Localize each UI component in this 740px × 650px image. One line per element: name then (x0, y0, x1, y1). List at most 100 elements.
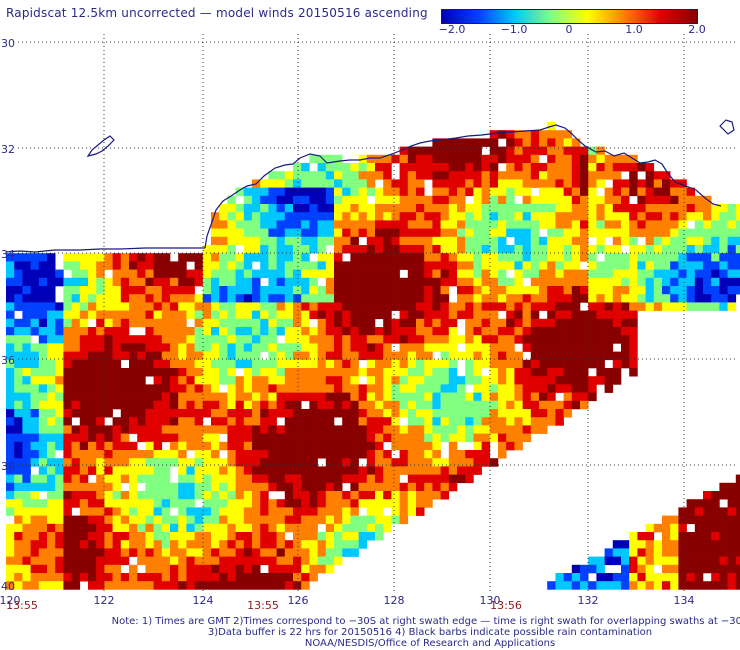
wind-cell (506, 204, 515, 213)
wind-cell (55, 351, 64, 361)
wind-cell (276, 327, 286, 336)
wind-cell (424, 376, 433, 385)
wind-cell (161, 573, 171, 582)
wind-cell (317, 327, 327, 336)
wind-cell (120, 474, 130, 484)
wind-cell (662, 523, 671, 533)
wind-cell (211, 384, 220, 393)
wind-cell (55, 400, 64, 410)
wind-cell (14, 482, 23, 492)
wind-cell (317, 384, 327, 393)
wind-cell (202, 532, 212, 541)
wind-cell (407, 245, 417, 254)
wind-cell (317, 556, 327, 566)
wind-cell (580, 359, 589, 369)
wind-cell (383, 466, 392, 475)
wind-cell (703, 294, 712, 303)
wind-cell (317, 343, 327, 352)
wind-cell (284, 294, 294, 303)
wind-cell (530, 220, 540, 229)
wind-cell (317, 532, 327, 541)
wind-cell (375, 532, 384, 541)
wind-cell (407, 310, 417, 320)
wind-cell (473, 466, 482, 475)
wind-cell (120, 409, 130, 418)
wind-cell (506, 400, 515, 410)
wind-cell (301, 474, 310, 484)
wind-cell (71, 384, 81, 393)
wind-cell (120, 327, 130, 336)
wind-cell (243, 540, 253, 549)
wind-cell (202, 564, 212, 574)
wind-cell (202, 277, 212, 287)
wind-cell (219, 294, 228, 303)
wind-cell (514, 368, 523, 377)
wind-cell (629, 236, 638, 246)
wind-cell (252, 236, 261, 246)
wind-cell (301, 310, 310, 320)
wind-cell (104, 368, 113, 377)
wind-cell (301, 269, 310, 279)
wind-cell (252, 581, 261, 590)
wind-cell (235, 556, 245, 566)
wind-cell (268, 294, 277, 303)
wind-cell (317, 171, 327, 180)
wind-cell (727, 212, 737, 221)
wind-cell (252, 195, 261, 205)
wind-cell (432, 261, 441, 270)
wind-cell (539, 351, 548, 361)
wind-cell (662, 277, 671, 287)
wind-cell (317, 269, 327, 279)
wind-cell (252, 556, 261, 566)
wind-cell (47, 335, 56, 344)
wind-cell (145, 359, 154, 369)
wind-cell (137, 491, 146, 500)
wind-cell (473, 327, 482, 336)
wind-cell (383, 425, 392, 434)
wind-cell (47, 277, 56, 287)
wind-cell (293, 450, 302, 459)
wind-cell (268, 581, 277, 590)
wind-cell (530, 310, 540, 320)
wind-cell (563, 269, 573, 279)
wind-cell (416, 450, 425, 459)
wind-cell (711, 507, 720, 516)
wind-cell (514, 130, 523, 139)
wind-cell (202, 573, 212, 582)
wind-cell (6, 450, 15, 459)
wind-cell (719, 220, 728, 229)
wind-cell (703, 269, 712, 279)
wind-cell (334, 277, 343, 287)
wind-cell (317, 195, 327, 205)
wind-cell (596, 376, 605, 385)
wind-cell (161, 359, 171, 369)
wind-cell (662, 261, 671, 270)
wind-cell (719, 269, 728, 279)
wind-cell (161, 392, 171, 402)
wind-cell (596, 171, 605, 180)
wind-cell (243, 343, 253, 352)
note-line-2: 3)Data buffer is 22 hrs for 20150516 4) … (207, 627, 653, 638)
wind-cell (432, 236, 441, 246)
wind-cell (465, 154, 474, 164)
wind-cell (358, 343, 368, 352)
wind-cell (137, 417, 146, 426)
wind-cell (252, 212, 261, 221)
wind-cell (350, 540, 359, 549)
wind-cell (161, 351, 171, 361)
wind-cell (284, 335, 294, 344)
wind-cell (63, 499, 72, 508)
wind-cell (358, 171, 368, 180)
wind-cell (653, 581, 663, 590)
wind-cell (284, 417, 294, 426)
wind-cell (161, 376, 171, 385)
wind-cell (678, 204, 687, 213)
wind-cell (202, 384, 212, 393)
wind-cell (416, 474, 425, 484)
wind-cell (170, 540, 179, 549)
wind-cell (489, 179, 499, 188)
wind-cell (694, 507, 704, 516)
wind-cell (350, 392, 359, 402)
wind-cell (604, 384, 614, 393)
wind-cell (260, 450, 269, 459)
